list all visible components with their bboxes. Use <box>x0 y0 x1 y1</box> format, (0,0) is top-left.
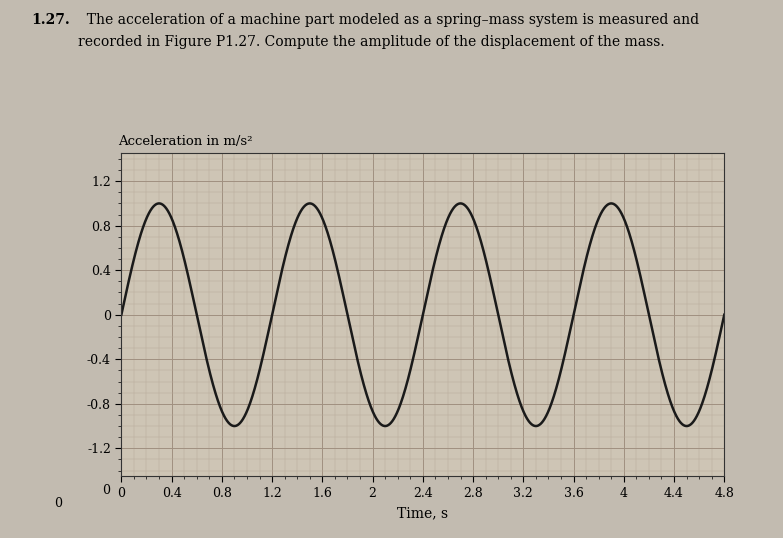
X-axis label: Time, s: Time, s <box>397 506 449 520</box>
Text: 0: 0 <box>54 497 62 510</box>
Text: Acceleration in m/s²: Acceleration in m/s² <box>118 136 253 148</box>
Text: The acceleration of a machine part modeled as a spring–mass system is measured a: The acceleration of a machine part model… <box>78 13 699 27</box>
Text: 1.27.: 1.27. <box>31 13 70 27</box>
Text: recorded in Figure P1.27. Compute the amplitude of the displacement of the mass.: recorded in Figure P1.27. Compute the am… <box>78 35 665 49</box>
Text: 0: 0 <box>102 484 110 497</box>
